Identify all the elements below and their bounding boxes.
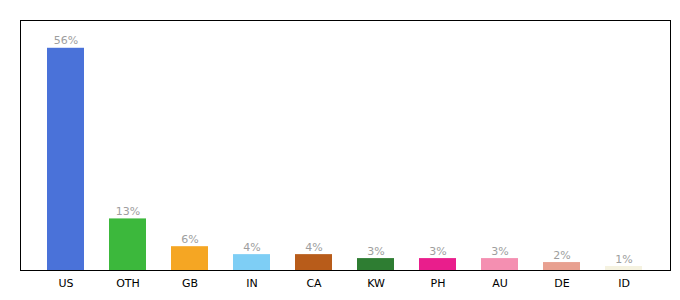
svg-text:PH: PH xyxy=(431,277,446,290)
svg-text:56%: 56% xyxy=(54,34,78,47)
svg-text:6%: 6% xyxy=(181,233,198,246)
svg-text:GB: GB xyxy=(182,277,198,290)
svg-text:US: US xyxy=(58,277,73,290)
svg-text:OTH: OTH xyxy=(116,277,140,290)
svg-text:1%: 1% xyxy=(615,253,632,266)
svg-text:IN: IN xyxy=(246,277,257,290)
svg-text:KW: KW xyxy=(367,277,385,290)
svg-text:DE: DE xyxy=(554,277,569,290)
svg-text:3%: 3% xyxy=(367,245,384,258)
svg-text:4%: 4% xyxy=(243,241,260,254)
svg-text:ID: ID xyxy=(618,277,630,290)
svg-text:3%: 3% xyxy=(429,245,446,258)
svg-text:3%: 3% xyxy=(491,245,508,258)
svg-text:4%: 4% xyxy=(305,241,322,254)
svg-text:AU: AU xyxy=(492,277,508,290)
svg-text:2%: 2% xyxy=(553,249,570,262)
svg-text:13%: 13% xyxy=(116,205,140,218)
svg-text:CA: CA xyxy=(306,277,322,290)
